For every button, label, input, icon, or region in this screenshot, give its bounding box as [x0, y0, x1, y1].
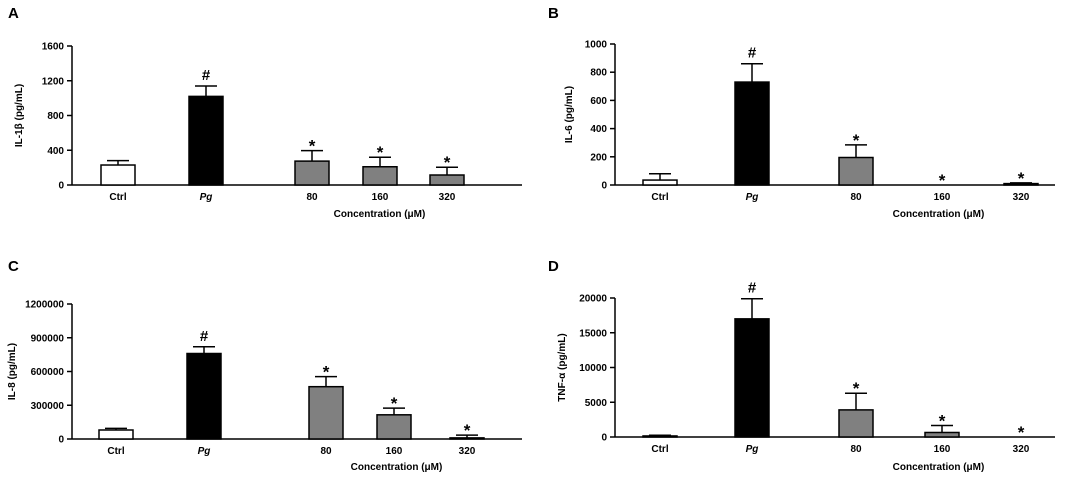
significance-star: * [1018, 169, 1025, 188]
category-label: 320 [1013, 192, 1030, 203]
category-label: 80 [306, 192, 318, 203]
category-label: Ctrl [651, 444, 668, 455]
significance-star: * [939, 412, 946, 431]
category-label: 80 [850, 444, 862, 455]
y-tick-label: 15000 [579, 328, 607, 339]
y-tick-label: 0 [601, 433, 607, 444]
bar-pg [734, 81, 770, 186]
panel-letter: C [8, 258, 19, 275]
y-tick-label: 1000 [585, 40, 608, 51]
panel-letter: D [548, 258, 559, 275]
category-label: 160 [934, 192, 951, 203]
category-label: Pg [200, 192, 213, 203]
panel-d: D 0 5000 10000 15000 20000 TNF-α (pg/mL) Ctrl # P… [548, 258, 1055, 473]
y-axis-title: IL-8 (pg/mL) [7, 343, 18, 400]
bar-160 [924, 431, 960, 438]
panel-letter: A [8, 5, 19, 22]
significance-star: * [323, 363, 330, 382]
y-tick-label: 400 [47, 146, 64, 157]
category-label: Pg [746, 444, 759, 455]
bar-80 [838, 409, 874, 438]
significance-hash: # [200, 328, 209, 345]
y-tick-label: 1200000 [25, 300, 64, 311]
bar-pg [186, 352, 222, 440]
significance-hash: # [748, 45, 757, 62]
category-label: Ctrl [107, 446, 124, 457]
bar-ctrl [98, 429, 134, 440]
y-tick-label: 1600 [42, 42, 65, 53]
y-axis-title: IL-6 (pg/mL) [564, 86, 575, 143]
category-label: 160 [934, 444, 951, 455]
y-tick-label: 20000 [579, 294, 607, 305]
bar-80 [838, 156, 874, 186]
bar-pg [734, 318, 770, 438]
y-axis-title: TNF-α (pg/mL) [557, 333, 568, 401]
bar-ctrl [642, 435, 678, 438]
category-label: Pg [198, 446, 211, 457]
y-tick-label: 300000 [31, 401, 65, 412]
x-axis-title: Concentration (μM) [893, 462, 985, 473]
category-label: 80 [850, 192, 862, 203]
x-axis-title: Concentration (μM) [351, 462, 443, 473]
significance-star: * [853, 379, 860, 398]
category-label: 320 [459, 446, 476, 457]
category-label: 80 [320, 446, 332, 457]
bar-ctrl [642, 179, 678, 186]
bar-ctrl [100, 164, 136, 186]
significance-star: * [939, 171, 946, 190]
category-label: Ctrl [109, 192, 126, 203]
bar-80 [294, 160, 330, 186]
y-tick-label: 5000 [585, 398, 608, 409]
y-tick-label: 800 [47, 111, 64, 122]
bar-160 [362, 166, 398, 186]
bar-80 [308, 385, 344, 440]
significance-star: * [391, 394, 398, 413]
significance-hash: # [748, 280, 757, 297]
y-tick-label: 900000 [31, 333, 65, 344]
y-tick-label: 600 [590, 96, 607, 107]
bar-160 [376, 414, 412, 440]
y-tick-label: 1200 [42, 76, 65, 87]
bar-320 [429, 174, 465, 186]
significance-star: * [377, 143, 384, 162]
y-tick-label: 0 [601, 181, 607, 192]
panel-letter: B [548, 5, 559, 22]
y-tick-label: 800 [590, 68, 607, 79]
y-tick-label: 0 [58, 435, 64, 446]
y-tick-label: 200 [590, 152, 607, 163]
y-tick-label: 10000 [579, 363, 607, 374]
category-label: 160 [372, 192, 389, 203]
panel-c: C 0 300000 600000 900000 1200000 IL-8 (pg/mL) C… [7, 258, 522, 473]
category-label: Ctrl [651, 192, 668, 203]
category-label: Pg [746, 192, 759, 203]
significance-star: * [853, 131, 860, 150]
panel-b: B 0 200 400 600 800 1000 IL-6 (pg/mL) Ctrl # Pg * 80… [548, 5, 1055, 220]
y-tick-label: 600000 [31, 367, 65, 378]
x-axis-title: Concentration (μM) [334, 209, 426, 220]
y-tick-label: 0 [58, 181, 64, 192]
category-label: 320 [1013, 444, 1030, 455]
x-axis-title: Concentration (μM) [893, 209, 985, 220]
bar-pg [188, 95, 224, 186]
category-label: 320 [439, 192, 456, 203]
significance-star: * [309, 137, 316, 156]
y-axis-title: IL-1β (pg/mL) [14, 84, 25, 147]
significance-star: * [1018, 423, 1025, 442]
panel-a: A 0 400 800 1200 1600 IL-1β (pg/mL) Ctrl # Pg * 80 *… [8, 5, 522, 220]
significance-star: * [464, 421, 471, 440]
significance-hash: # [202, 67, 211, 84]
y-tick-label: 400 [590, 124, 607, 135]
category-label: 160 [386, 446, 403, 457]
significance-star: * [444, 153, 451, 172]
